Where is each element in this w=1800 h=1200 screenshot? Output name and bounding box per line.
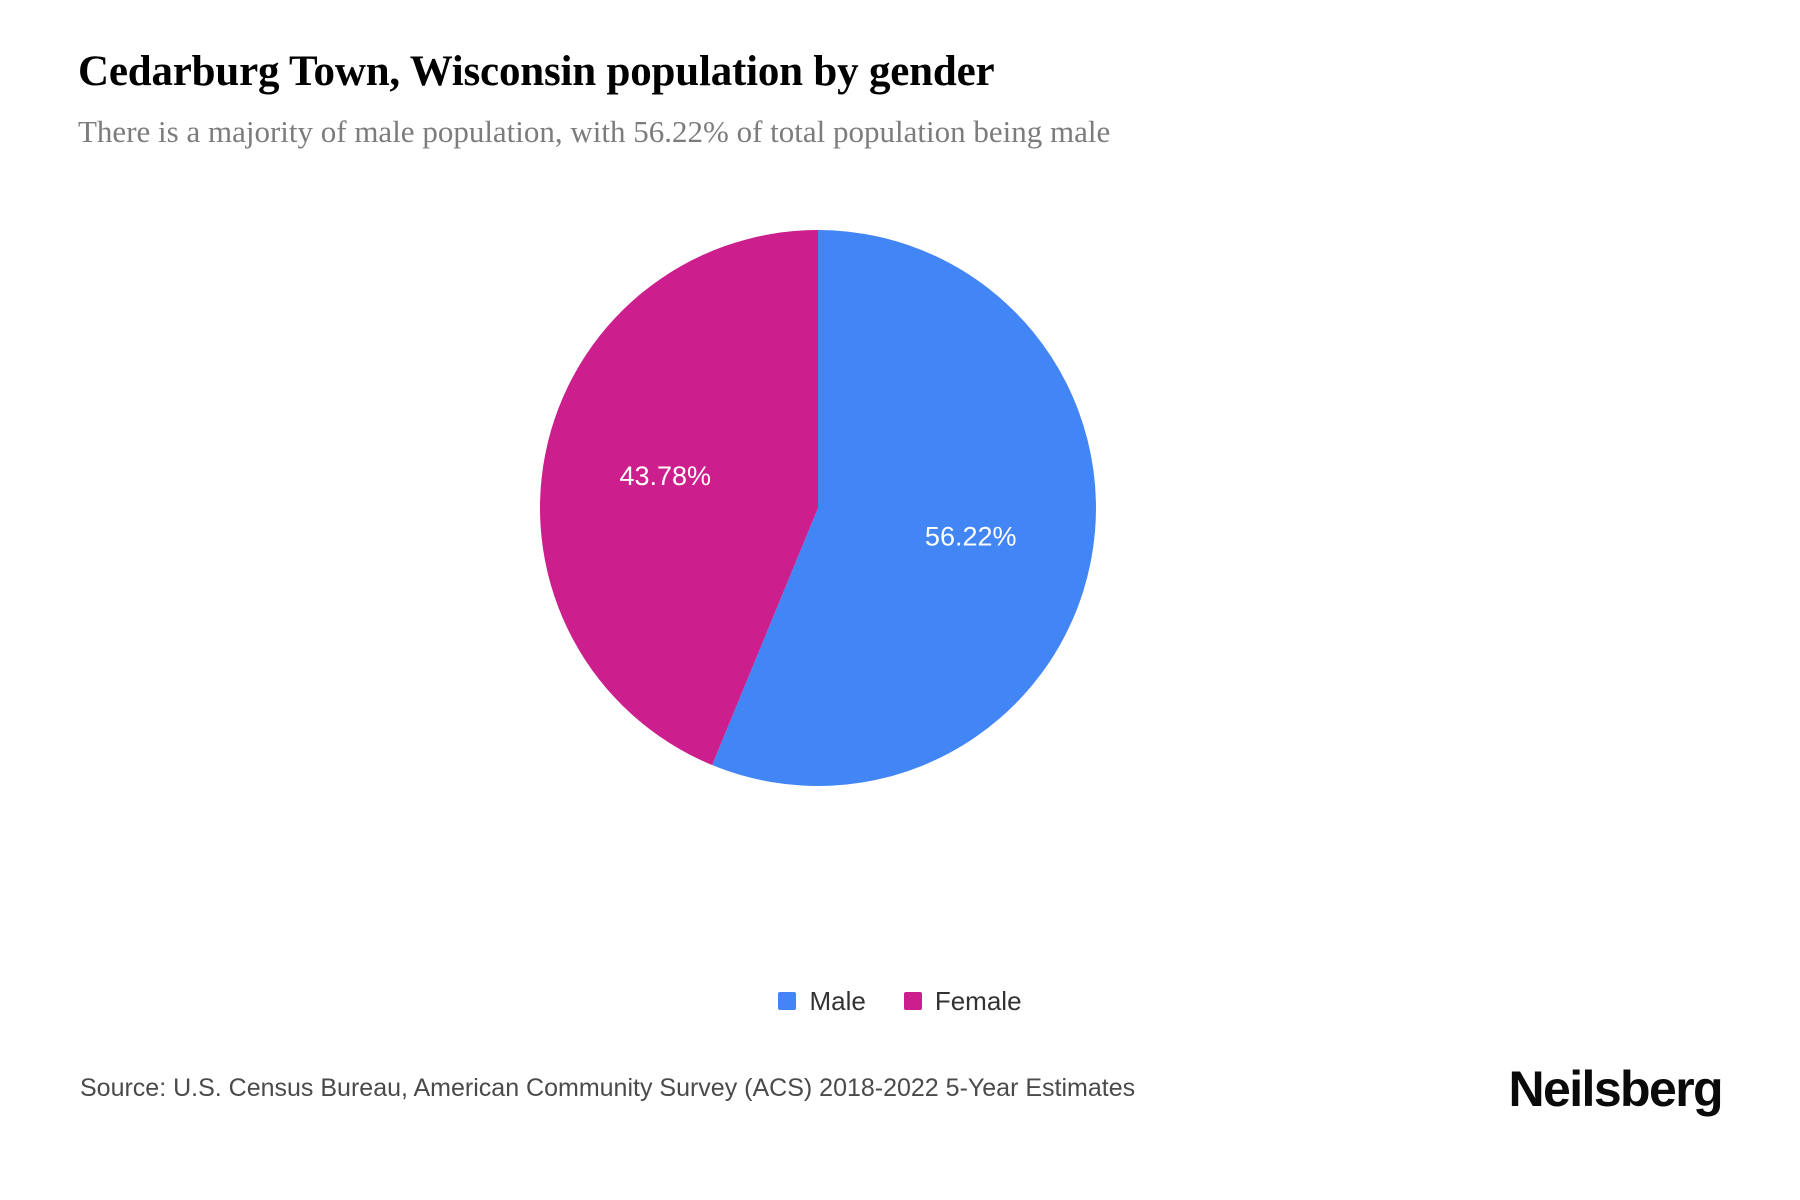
chart-subtitle: There is a majority of male population, … [78, 114, 1111, 149]
legend-item-male[interactable]: Male [778, 986, 866, 1016]
legend-label-male: Male [809, 986, 866, 1016]
pie-slices [539, 230, 1096, 786]
pie-chart: 56.22% 43.78% [539, 230, 1096, 786]
legend-item-female[interactable]: Female [903, 986, 1022, 1016]
legend-swatch-male-icon [778, 992, 797, 1010]
pie-slice-labels: 56.22% 43.78% [619, 461, 1016, 551]
legend-swatch-female-icon [903, 992, 922, 1010]
pie-slice-male[interactable] [712, 230, 1096, 786]
pie-slice-female[interactable] [539, 230, 818, 766]
pie-slice-label-female: 43.78% [619, 461, 711, 491]
brand-logo: Neilsberg [1508, 1061, 1724, 1117]
page-title: Cedarburg Town, Wisconsin population by … [78, 48, 995, 95]
plot-area: 56.22% 43.78% [0, 180, 1800, 880]
pie-chart-svg: 56.22% 43.78% [539, 230, 1096, 786]
chart-legend: Male Female [0, 988, 1800, 1014]
pie-slice-label-male: 56.22% [925, 521, 1017, 551]
chart-footer: Source: U.S. Census Bureau, American Com… [0, 1060, 1800, 1150]
chart-header: Cedarburg Town, Wisconsin population by … [78, 46, 1728, 152]
legend-label-female: Female [934, 986, 1022, 1016]
source-attribution: Source: U.S. Census Bureau, American Com… [80, 1074, 1136, 1102]
